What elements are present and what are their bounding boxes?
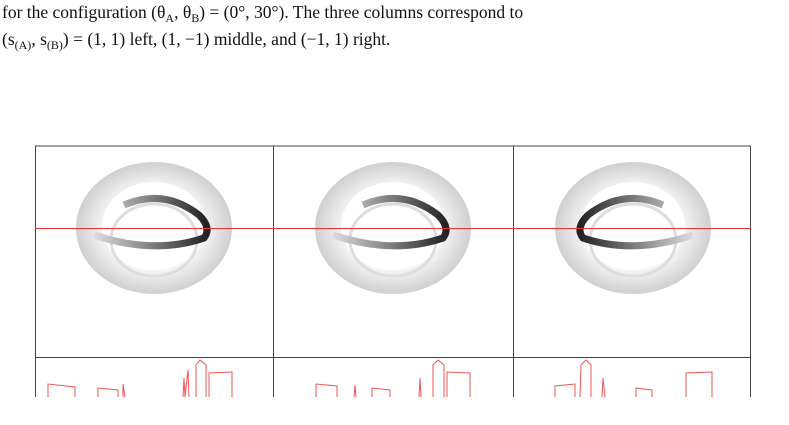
text-run: , θ bbox=[174, 2, 192, 22]
ring-part bbox=[76, 162, 232, 294]
text-run: , s bbox=[31, 29, 47, 49]
subscript: B bbox=[191, 11, 200, 25]
subscript: (B) bbox=[46, 38, 63, 52]
frame bbox=[35, 145, 751, 397]
ring-part bbox=[315, 162, 471, 294]
text-run: (s bbox=[2, 29, 15, 49]
caption-line: for the configuration (θA, θB) = (0°, 30… bbox=[2, 2, 523, 26]
subscript: (A) bbox=[14, 38, 32, 52]
subscript: A bbox=[165, 11, 175, 25]
ring-part bbox=[555, 162, 711, 294]
caption-line: (s(A), s(B)) = (1, 1) left, (1, −1) midd… bbox=[2, 29, 390, 53]
text-run: ) = (0°, 30°). The three columns corresp… bbox=[199, 2, 524, 22]
text-run: ) = (1, 1) left, (1, −1) middle, and (−1… bbox=[62, 29, 391, 49]
red-curves bbox=[47, 359, 713, 398]
text-run: for the configuration (θ bbox=[2, 2, 166, 22]
